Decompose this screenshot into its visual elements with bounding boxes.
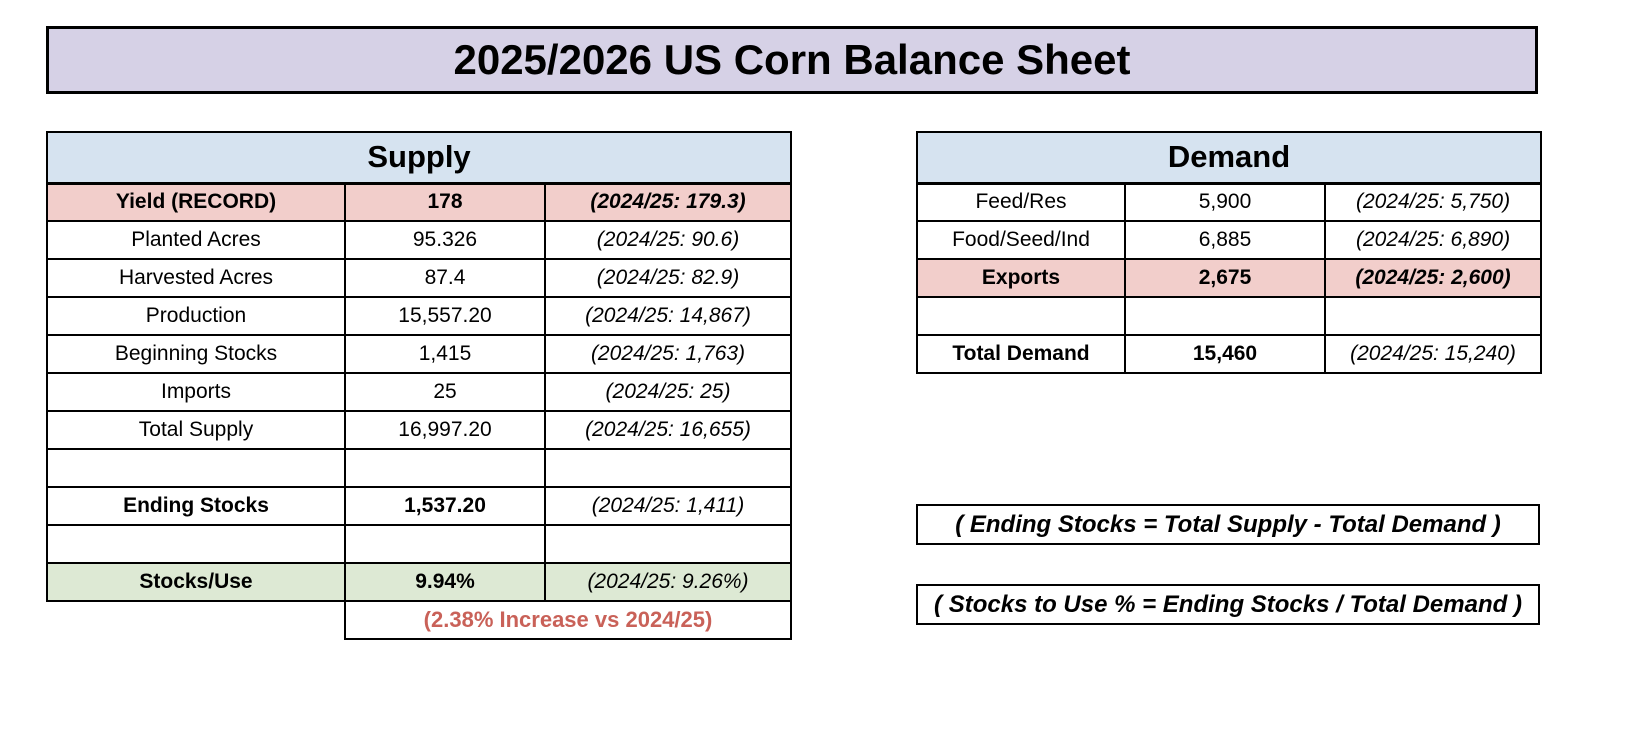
supply-row-production: Production 15,557.20 (2024/25: 14,867) [46, 296, 792, 336]
supply-ending-value: 1,537.20 [344, 486, 546, 526]
ending-stocks-formula-note: ( Ending Stocks = Total Supply - Total D… [916, 504, 1540, 545]
empty-cell [916, 296, 1126, 336]
supply-beginning-label: Beginning Stocks [46, 334, 346, 374]
supply-production-label: Production [46, 296, 346, 336]
demand-total-prior: (2024/25: 15,240) [1323, 334, 1543, 374]
supply-ending-prior: (2024/25: 1,411) [544, 486, 792, 526]
demand-section-header: Demand [915, 131, 1543, 185]
supply-planted-label: Planted Acres [46, 220, 346, 260]
empty-cell [344, 448, 546, 488]
supply-harvested-value: 87.4 [344, 258, 546, 298]
demand-total-label: Total Demand [916, 334, 1126, 374]
supply-spacer-row [46, 524, 792, 564]
empty-cell [344, 524, 546, 564]
supply-production-prior: (2024/25: 14,867) [544, 296, 792, 336]
demand-header-row: Demand [915, 131, 1543, 185]
demand-row-feed-res: Feed/Res 5,900 (2024/25: 5,750) [916, 182, 1543, 222]
supply-row-stocks-use: Stocks/Use 9.94% (2024/25: 9.26%) [46, 562, 792, 602]
demand-feedres-prior: (2024/25: 5,750) [1323, 182, 1543, 222]
empty-cell [47, 601, 345, 639]
supply-imports-value: 25 [344, 372, 546, 412]
supply-row-planted-acres: Planted Acres 95.326 (2024/25: 90.6) [46, 220, 792, 260]
demand-exports-label: Exports [916, 258, 1126, 298]
supply-beginning-value: 1,415 [344, 334, 546, 374]
supply-row-ending-stocks: Ending Stocks 1,537.20 (2024/25: 1,411) [46, 486, 792, 526]
demand-total-value: 15,460 [1124, 334, 1326, 374]
empty-cell [1323, 296, 1543, 336]
supply-imports-prior: (2024/25: 25) [544, 372, 792, 412]
supply-production-value: 15,557.20 [344, 296, 546, 336]
supply-table: Supply Yield (RECORD) 178 (2024/25: 179.… [46, 131, 792, 640]
demand-row-total-demand: Total Demand 15,460 (2024/25: 15,240) [916, 334, 1543, 374]
demand-foodseedind-value: 6,885 [1124, 220, 1326, 260]
supply-planted-prior: (2024/25: 90.6) [544, 220, 792, 260]
empty-cell [46, 524, 346, 564]
demand-feedres-value: 5,900 [1124, 182, 1326, 222]
supply-yield-value: 178 [344, 182, 546, 222]
supply-yield-prior: (2024/25: 179.3) [544, 182, 792, 222]
empty-cell [1124, 296, 1326, 336]
supply-stocksuse-value: 9.94% [344, 562, 546, 602]
supply-yield-label: Yield (RECORD) [46, 182, 346, 222]
supply-stocksuse-label: Stocks/Use [46, 562, 346, 602]
title-bar: 2025/2026 US Corn Balance Sheet [46, 26, 1538, 94]
supply-row-beginning-stocks: Beginning Stocks 1,415 (2024/25: 1,763) [46, 334, 792, 374]
supply-planted-value: 95.326 [344, 220, 546, 260]
empty-cell [544, 448, 792, 488]
supply-row-total-supply: Total Supply 16,997.20 (2024/25: 16,655) [46, 410, 792, 450]
supply-beginning-prior: (2024/25: 1,763) [544, 334, 792, 374]
supply-row-yield: Yield (RECORD) 178 (2024/25: 179.3) [46, 182, 792, 222]
stocks-to-use-formula-note: ( Stocks to Use % = Ending Stocks / Tota… [916, 584, 1540, 625]
empty-cell [46, 448, 346, 488]
supply-spacer-row [46, 448, 792, 488]
demand-table: Demand Feed/Res 5,900 (2024/25: 5,750) F… [915, 131, 1543, 374]
supply-row-imports: Imports 25 (2024/25: 25) [46, 372, 792, 412]
supply-footnote: (2.38% Increase vs 2024/25) [344, 600, 792, 640]
demand-foodseedind-label: Food/Seed/Ind [916, 220, 1126, 260]
supply-harvested-label: Harvested Acres [46, 258, 346, 298]
supply-footnote-row: (2.38% Increase vs 2024/25) [47, 600, 792, 640]
page-title: 2025/2026 US Corn Balance Sheet [453, 36, 1131, 83]
supply-total-value: 16,997.20 [344, 410, 546, 450]
supply-ending-label: Ending Stocks [46, 486, 346, 526]
demand-feedres-label: Feed/Res [916, 182, 1126, 222]
supply-imports-label: Imports [46, 372, 346, 412]
supply-total-prior: (2024/25: 16,655) [544, 410, 792, 450]
supply-harvested-prior: (2024/25: 82.9) [544, 258, 792, 298]
supply-header-row: Supply [46, 131, 792, 185]
empty-cell [544, 524, 792, 564]
demand-row-food-seed-ind: Food/Seed/Ind 6,885 (2024/25: 6,890) [916, 220, 1543, 260]
supply-section-header: Supply [46, 131, 792, 185]
ending-stocks-formula-text: ( Ending Stocks = Total Supply - Total D… [955, 510, 1501, 538]
supply-row-harvested-acres: Harvested Acres 87.4 (2024/25: 82.9) [46, 258, 792, 298]
demand-foodseedind-prior: (2024/25: 6,890) [1323, 220, 1543, 260]
demand-row-exports: Exports 2,675 (2024/25: 2,600) [916, 258, 1543, 298]
demand-exports-prior: (2024/25: 2,600) [1323, 258, 1543, 298]
demand-spacer-row [916, 296, 1543, 336]
stocks-to-use-formula-text: ( Stocks to Use % = Ending Stocks / Tota… [934, 590, 1522, 618]
supply-total-label: Total Supply [46, 410, 346, 450]
demand-exports-value: 2,675 [1124, 258, 1326, 298]
supply-stocksuse-prior: (2024/25: 9.26%) [544, 562, 792, 602]
